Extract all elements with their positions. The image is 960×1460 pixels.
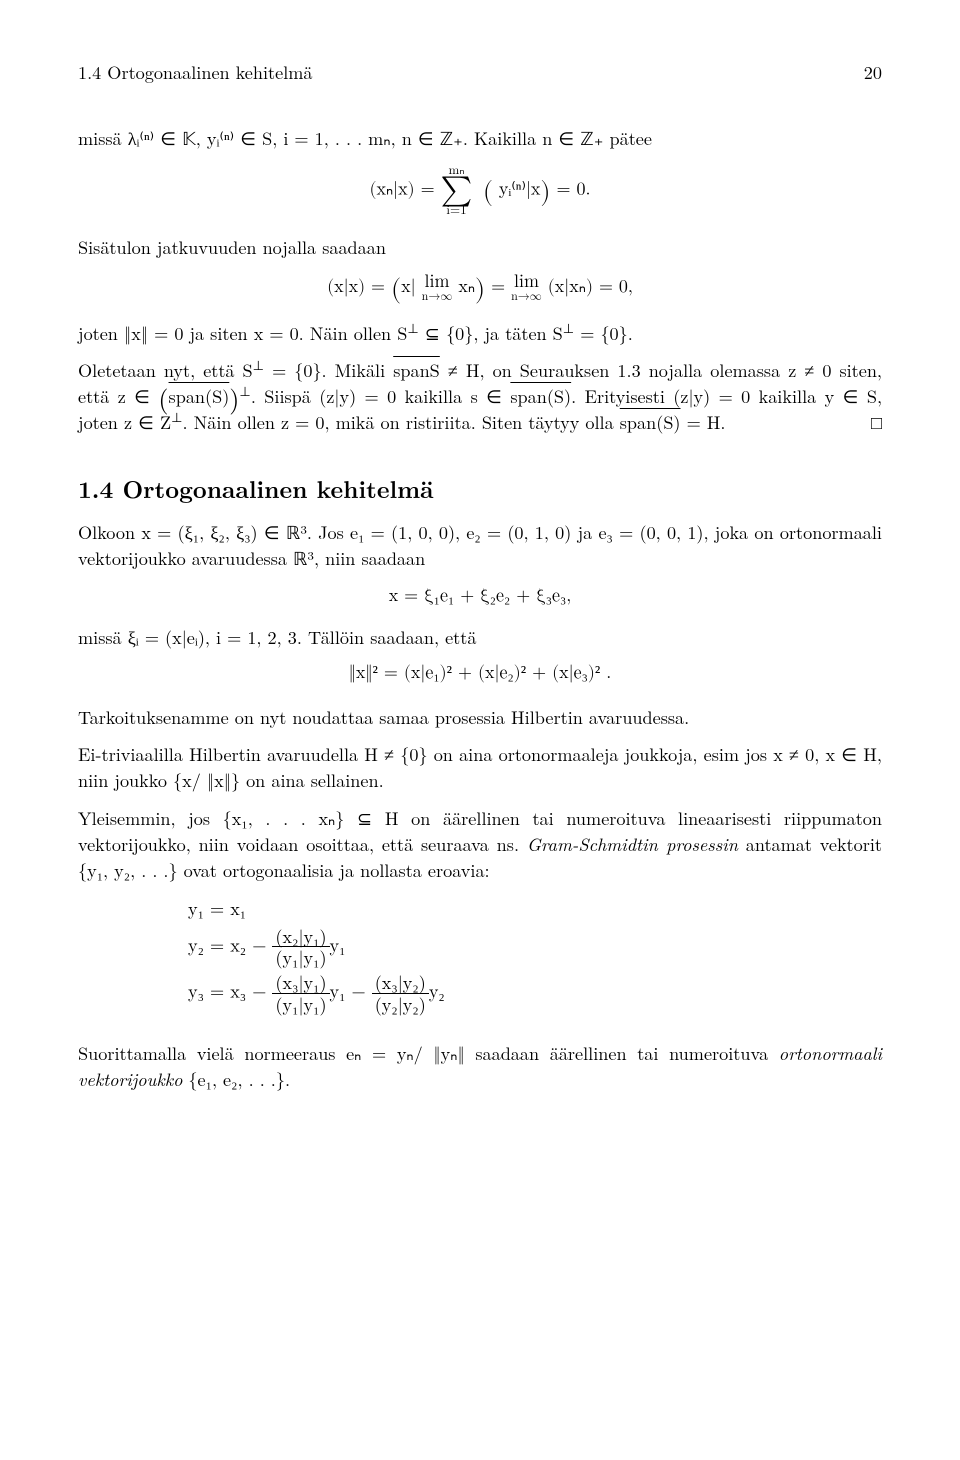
summation: mₙ ∑ i=1	[441, 164, 473, 217]
paragraph: Sisätulon jatkuvuuden nojalla saadaan	[78, 235, 882, 261]
paragraph: Olkoon x = (ξ₁, ξ₂, ξ₃) ∈ ℝ³. Jos e₁ = (…	[78, 520, 882, 572]
gram-schmidt-line-3: y₃ = x₃ − (x₃|y₁)(y₁|y₁)y₁ − (x₃|y₂)(y₂|…	[78, 972, 882, 1015]
paragraph: Oletetaan nyt, että S⊥ = {0}. Mikäli spa…	[78, 358, 882, 436]
qed-symbol: □	[871, 410, 882, 436]
paragraph: Suorittamalla vielä normeeraus eₙ = yₙ/ …	[78, 1041, 882, 1093]
equation: (x|x) = (x| limn→∞ xₙ) = limn→∞ (x|xₙ) =…	[78, 273, 882, 303]
equation: ‖x‖² = (x|e₁)² + (x|e₂)² + (x|e₃)² .	[78, 661, 882, 687]
section-heading: 1.4 Ortogonaalinen kehitelmä	[78, 472, 882, 506]
equation: (xₙ|x) = mₙ ∑ i=1 ( yᵢ⁽ⁿ⁾|x) = 0.	[78, 164, 882, 217]
paragraph: Yleisemmin, jos {x₁, . . . xₙ} ⊆ H on ää…	[78, 806, 882, 884]
section-title: 1.4 Ortogonaalinen kehitelmä	[78, 60, 313, 86]
paragraph: Tarkoituksenamme on nyt noudattaa samaa …	[78, 705, 882, 731]
paragraph: missä λᵢ⁽ⁿ⁾ ∈ 𝕂, yᵢ⁽ⁿ⁾ ∈ S, i = 1, . . .…	[78, 126, 882, 152]
paragraph: Ei-triviaalilla Hilbertin avaruudella H …	[78, 742, 882, 794]
gram-schmidt-line-1: y₁ = x₁	[78, 896, 882, 922]
equation: x = ξ₁e₁ + ξ₂e₂ + ξ₃e₃,	[78, 584, 882, 610]
paragraph: joten ‖x‖ = 0 ja siten x = 0. Näin ollen…	[78, 321, 882, 347]
page-number: 20	[864, 60, 882, 86]
gram-schmidt-line-2: y₂ = x₂ − (x₂|y₁)(y₁|y₁)y₁	[78, 926, 882, 969]
italic-term: Gram-Schmidtin prosessin	[527, 832, 738, 857]
page-header: 1.4 Ortogonaalinen kehitelmä 20	[78, 60, 882, 86]
paragraph: missä ξᵢ = (x|eᵢ), i = 1, 2, 3. Tällöin …	[78, 625, 882, 651]
